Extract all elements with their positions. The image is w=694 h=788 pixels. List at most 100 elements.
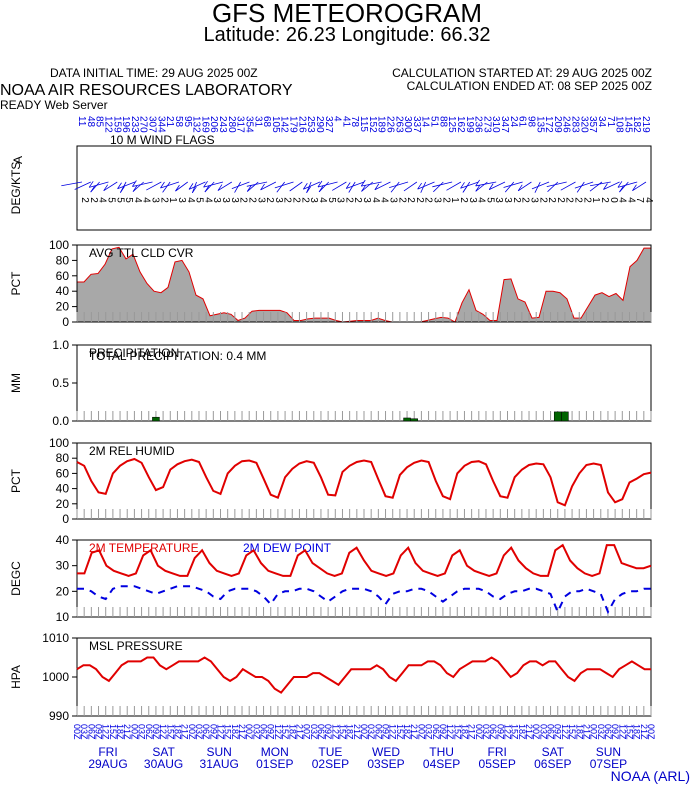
time-tick-label: 12Z — [101, 724, 111, 740]
wind-direction-label: 317 — [235, 116, 246, 133]
wind-barb-flag — [188, 183, 194, 190]
wind-barb-flag — [120, 186, 125, 193]
wind-speed-label: 2 — [238, 197, 249, 203]
time-tick-label: 09Z — [266, 724, 276, 740]
time-tick-label: 03Z — [596, 724, 606, 740]
y-tick-label: 10 — [56, 610, 70, 624]
wind-direction-label: 263 — [393, 116, 404, 133]
time-tick-label: 09Z — [208, 724, 218, 740]
wind-barb — [475, 181, 488, 192]
time-tick-label: 03Z — [194, 724, 204, 740]
wind-barb-flag — [217, 184, 223, 191]
wind-speed-label: 1 — [449, 197, 460, 203]
panel-title: 2M TEMPERATURE — [89, 541, 199, 555]
time-tick-label: 12Z — [330, 724, 340, 740]
time-tick-label: 03Z — [79, 724, 89, 740]
wind-barb-flag — [374, 183, 380, 191]
wind-barb — [389, 181, 409, 189]
time-tick-label: 12Z — [158, 724, 168, 740]
wind-barb-flag — [303, 182, 308, 190]
time-tick-label: 09Z — [381, 724, 391, 740]
wind-barb-flag — [460, 182, 465, 189]
wind-barb — [188, 181, 206, 190]
wind-direction-label: 152 — [367, 116, 378, 133]
wind-barb-flag — [475, 179, 480, 187]
wind-barb-flag — [88, 181, 94, 188]
day-date: 03SEP — [367, 757, 404, 771]
wind-barb-flag — [417, 182, 422, 190]
time-tick-label: 15Z — [395, 724, 405, 740]
wind-direction-label: 243 — [217, 116, 228, 133]
server-name: READY Web Server — [0, 98, 108, 112]
wind-barb-flag — [192, 186, 197, 194]
wind-barb — [590, 181, 611, 187]
y-tick-label: 80 — [56, 253, 70, 267]
wind-barb — [517, 181, 532, 192]
y-tick-label: 20 — [56, 584, 70, 598]
wind-barb — [303, 181, 321, 190]
time-tick-label: 12Z — [617, 724, 627, 740]
wind-barb — [417, 181, 435, 190]
wind-direction-label: 233 — [129, 116, 140, 133]
wind-direction-label: 169 — [199, 116, 210, 133]
time-tick-label: 09Z — [610, 724, 620, 740]
wind-barb-flag — [318, 185, 324, 193]
y-axis-label: PCT — [9, 468, 23, 493]
wind-barb-flag — [175, 184, 180, 192]
precip-bar — [403, 417, 411, 422]
time-tick-label: 21Z — [639, 724, 649, 740]
wind-direction-label: 95 — [182, 116, 193, 128]
wind-speed-label: 2 — [555, 197, 566, 203]
day-name: MON — [261, 745, 289, 759]
wind-direction-label: 327 — [323, 116, 334, 133]
wind-barb — [489, 181, 506, 191]
wind-barb — [61, 181, 83, 187]
pressure-line — [76, 656, 651, 694]
y-tick-label: 1000 — [42, 670, 69, 684]
wind-direction-label: 189 — [376, 116, 387, 133]
wind-speed-label: 2 — [88, 197, 99, 203]
time-tick-label: 12Z — [216, 724, 226, 740]
time-tick-label: 18Z — [230, 724, 240, 740]
time-tick-label: 21Z — [524, 724, 534, 740]
day-name: SAT — [542, 745, 565, 759]
wind-barb-flag — [246, 185, 252, 192]
day-name: FRI — [98, 745, 117, 759]
wind-barb-flag — [306, 186, 311, 193]
wind-direction-label: 98 — [525, 116, 536, 128]
y-axis-label: HPA — [9, 665, 23, 689]
y-tick-label: 1.0 — [52, 338, 69, 352]
noaa-credit: NOAA (ARL) — [610, 768, 690, 784]
time-tick-label: 18Z — [345, 724, 355, 740]
wind-speed-label: 3 — [493, 197, 504, 203]
wind-barb — [231, 181, 250, 189]
panel-title: 2M REL HUMID — [89, 444, 175, 458]
y-tick-label: 1010 — [42, 631, 69, 645]
wind-direction-label: 172 — [543, 116, 554, 133]
wind-speed-label: 2 — [264, 197, 275, 203]
lab-name: NOAA AIR RESOURCES LABORATORY — [0, 82, 293, 99]
wind-barb — [361, 181, 374, 192]
page-title: GFS METEOROGRAM — [211, 0, 483, 28]
wind-direction-label: 4 — [332, 116, 343, 122]
y-tick-label: 0.5 — [52, 376, 69, 390]
time-tick-label: 18Z — [574, 724, 584, 740]
day-date: 04SEP — [423, 757, 460, 771]
wind-barb-flag — [204, 185, 210, 193]
wind-speed-label: 7 — [634, 197, 645, 203]
time-tick-label: 09Z — [94, 724, 104, 740]
panel-title: AVG TTL CLD CVR — [89, 246, 194, 260]
wind-barb-flag — [345, 182, 351, 189]
wind-direction-label: 290 — [314, 116, 325, 133]
wind-speed-label: 2 — [458, 197, 469, 203]
wind-barb — [547, 181, 559, 193]
day-date: 05SEP — [479, 757, 516, 771]
wind-direction-label: 236 — [473, 116, 484, 133]
y-tick-label: 30 — [56, 559, 70, 573]
time-tick-label: 18Z — [402, 724, 412, 740]
day-name: SAT — [152, 745, 175, 759]
wind-direction-label: 270 — [138, 116, 149, 133]
wind-barb — [246, 181, 268, 187]
time-tick-label: 09Z — [495, 724, 505, 740]
wind-barb — [504, 181, 515, 193]
